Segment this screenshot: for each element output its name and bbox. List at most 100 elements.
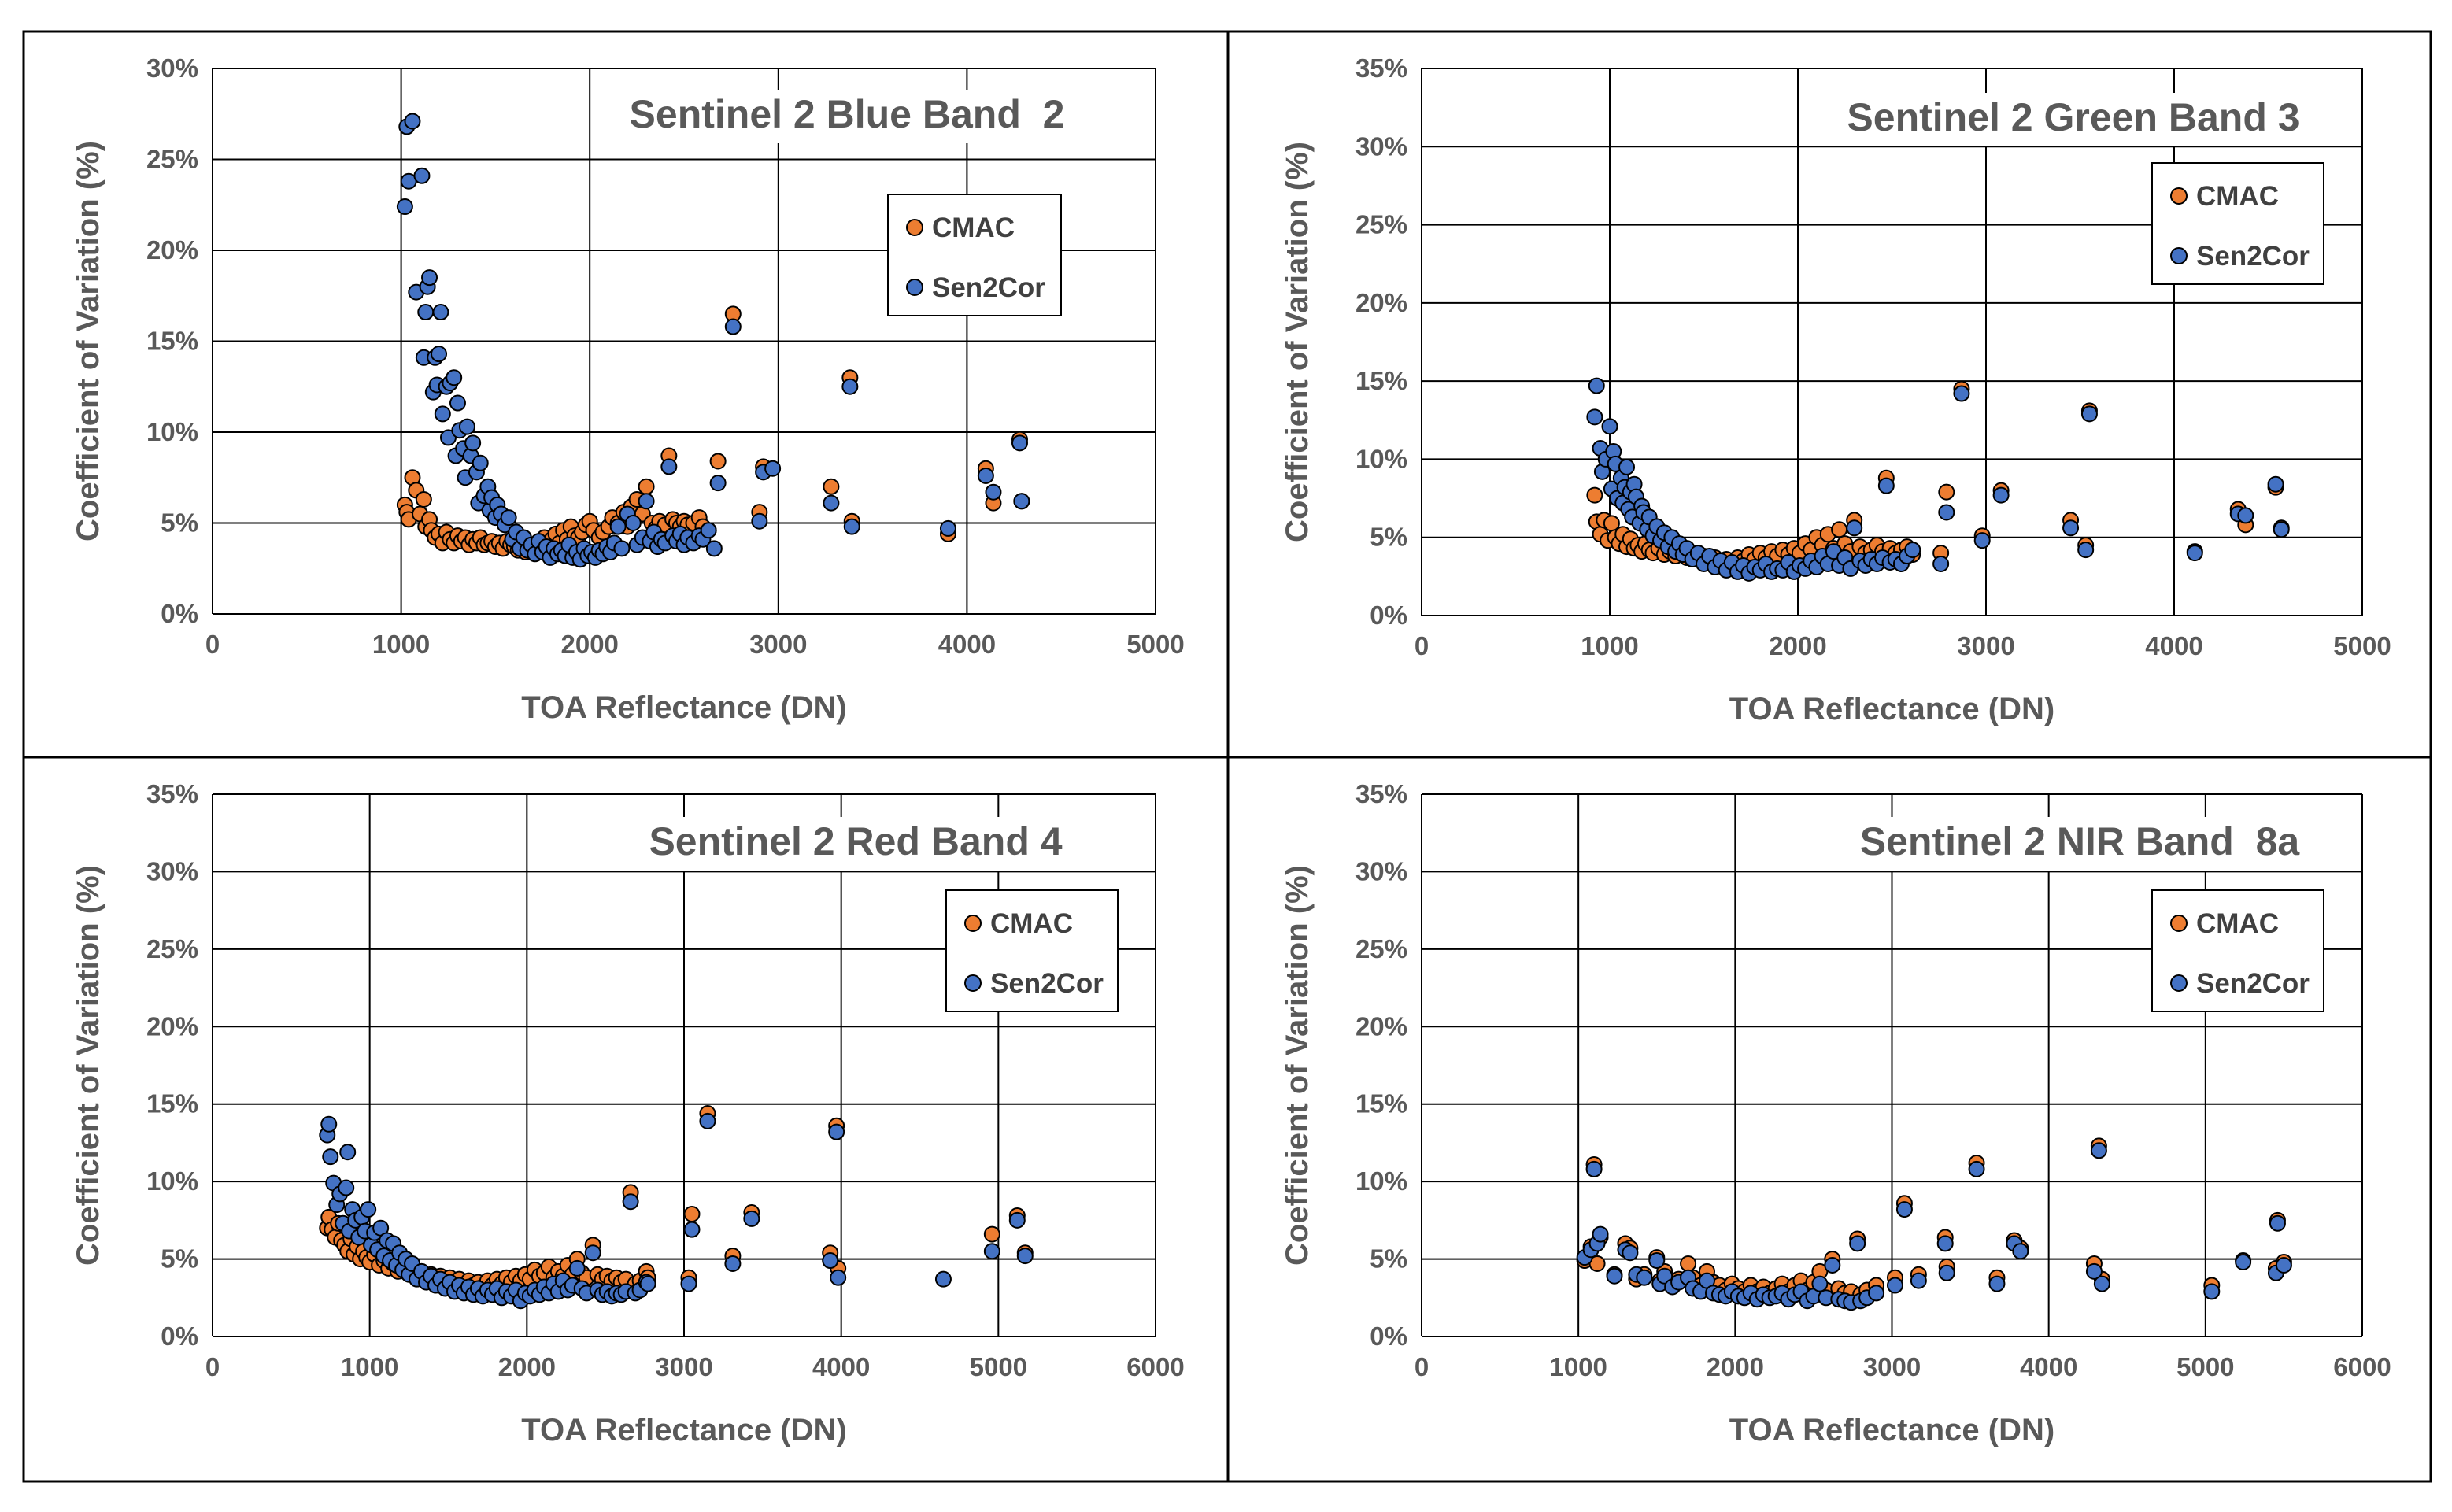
legend-label-sen2cor: Sen2Cor (2196, 241, 2310, 272)
x-tick-label: 3000 (655, 1352, 712, 1381)
x-tick-label: 3000 (749, 630, 807, 659)
chart-title: Sentinel 2 Green Band 3 (1847, 95, 2299, 139)
y-tick-label: 30% (146, 856, 198, 885)
y-tick-label: 15% (1355, 366, 1407, 395)
data-point (934, 1270, 952, 1288)
legend-marker-cmac (964, 915, 982, 932)
y-tick-label: 20% (146, 1011, 198, 1041)
x-axis-title: TOA Reflectance (DN) (1729, 692, 2054, 726)
data-point (1868, 1285, 1885, 1302)
data-point (413, 167, 431, 184)
data-point (322, 1148, 339, 1166)
data-point (1938, 1264, 1955, 1281)
data-point (431, 346, 448, 363)
data-point (1846, 519, 1863, 537)
x-tick-label: 5000 (1126, 630, 1184, 659)
data-point (1680, 1255, 1697, 1272)
chart-3: 0 1000 2000 3000 4000 5000 6000 0% 5% 10% 15% 20% 25… (71, 779, 1185, 1447)
legend-marker-sen2cor (906, 279, 923, 296)
x-axis-title: TOA Reflectance (DN) (521, 690, 846, 725)
chart-title-background (623, 817, 1088, 871)
data-point (1938, 483, 1955, 501)
y-tick-label: 0% (161, 1322, 198, 1351)
legend: CMAC Sen2Cor (2151, 889, 2324, 1012)
x-tick-label: 3000 (1863, 1352, 1921, 1381)
y-tick-label: 0% (1370, 601, 1407, 630)
y-tick-label: 20% (1355, 288, 1407, 317)
data-point (2267, 475, 2284, 493)
x-tick-label: 0 (1415, 1352, 1429, 1381)
data-point (660, 458, 678, 475)
data-point (683, 1205, 701, 1222)
series-sen2cor (1576, 1142, 2292, 1311)
data-point (2062, 519, 2080, 537)
x-tick-label: 1000 (372, 630, 430, 659)
data-point (1831, 521, 1848, 538)
data-point (1601, 418, 1618, 435)
chart-title-background (1821, 93, 2325, 146)
data-point (2275, 1256, 2292, 1274)
legend-marker-sen2cor (964, 974, 982, 992)
data-point (1016, 1248, 1034, 1265)
chart-2: 0 1000 2000 3000 4000 5000 0% 5% 10% 15% 20% 25% 30%… (1280, 54, 2391, 726)
data-point (1936, 1235, 1954, 1252)
data-point (613, 540, 631, 557)
data-point (743, 1210, 760, 1227)
y-tick-label: 25% (146, 145, 198, 174)
y-tick-label: 0% (161, 599, 198, 628)
data-point (2203, 1283, 2221, 1300)
chart-4: 0 1000 2000 3000 4000 5000 6000 0% 5% 10% 15% 20% 25… (1280, 779, 2391, 1447)
data-point (624, 515, 642, 531)
y-tick-label: 20% (146, 235, 198, 264)
series-sen2cor (319, 1112, 1034, 1310)
data-point (1910, 1272, 1927, 1289)
y-tick-label: 5% (161, 508, 198, 538)
data-point (1586, 408, 1603, 426)
data-point (1824, 1256, 1841, 1274)
data-point (1992, 486, 2010, 504)
legend: CMAC Sen2Cor (2151, 162, 2324, 285)
data-point (724, 1255, 742, 1272)
data-point (680, 1275, 697, 1292)
chart-title-background (1836, 817, 2324, 871)
y-axis-title: Coefficient of Variation (%) (71, 865, 105, 1266)
data-point (828, 1123, 845, 1140)
data-point (724, 318, 742, 335)
data-point (449, 394, 466, 412)
x-tick-label: 2000 (1707, 1352, 1764, 1381)
y-axis-title: Coefficient of Variation (%) (1280, 142, 1315, 542)
data-point (1603, 515, 1620, 532)
y-tick-label: 0% (1370, 1322, 1407, 1351)
data-point (709, 453, 727, 470)
data-point (2093, 1275, 2110, 1292)
series-sen2cor (396, 113, 1030, 568)
legend-marker-cmac (906, 219, 923, 236)
data-point (1622, 1244, 1639, 1262)
x-tick-label: 0 (205, 1352, 220, 1381)
x-tick-label: 6000 (1126, 1352, 1184, 1381)
data-point (2237, 507, 2254, 524)
x-tick-label: 5000 (2176, 1352, 2234, 1381)
x-tick-label: 1000 (341, 1352, 398, 1381)
data-point (360, 1201, 377, 1218)
chart-panels: 0 1000 2000 3000 4000 5000 0% 5% 10% 15% 20% 25% 30%… (71, 54, 2391, 1447)
data-point (683, 1221, 701, 1238)
data-point (983, 1243, 1000, 1260)
data-point (2273, 521, 2290, 538)
data-point (464, 434, 482, 452)
data-point (446, 369, 463, 386)
data-point (417, 304, 435, 321)
data-point (434, 405, 451, 423)
data-point (1588, 377, 1605, 394)
data-point (2269, 1214, 2286, 1232)
x-tick-label: 5000 (970, 1352, 1027, 1381)
y-tick-label: 30% (146, 54, 198, 83)
y-tick-label: 15% (146, 327, 198, 356)
legend-label-sen2cor: Sen2Cor (990, 968, 1104, 999)
data-point (1592, 1225, 1609, 1243)
legend-marker-sen2cor (2170, 974, 2188, 992)
data-point (1648, 1252, 1666, 1270)
y-tick-label: 35% (1355, 779, 1407, 808)
legend-label-sen2cor: Sen2Cor (2196, 968, 2310, 999)
data-point (568, 1259, 586, 1277)
